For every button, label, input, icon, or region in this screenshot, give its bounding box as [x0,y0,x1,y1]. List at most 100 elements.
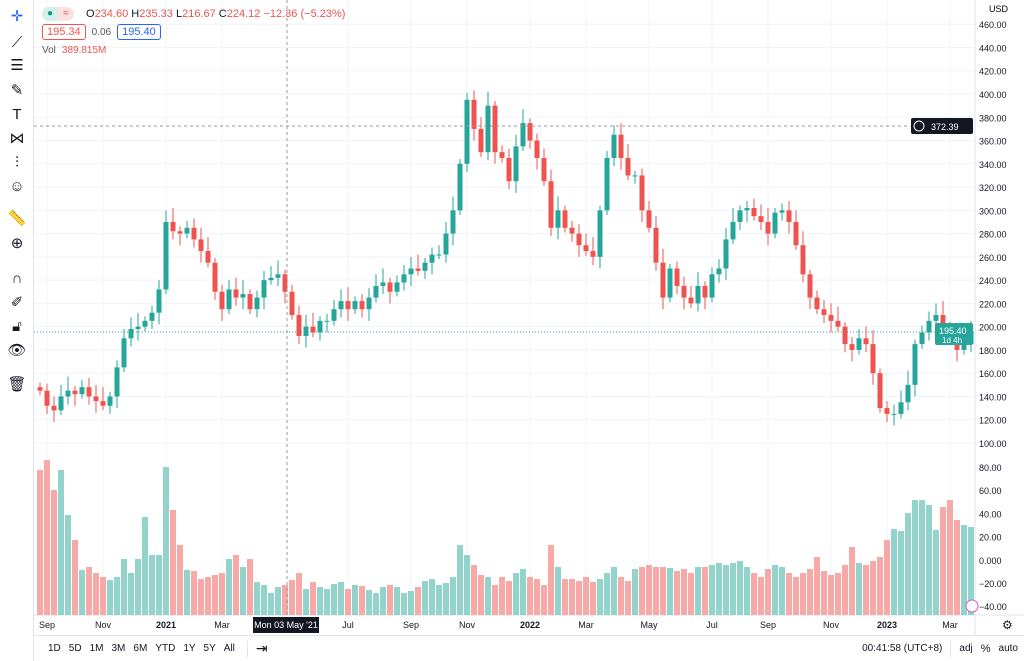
range-1d[interactable]: 1D [48,643,61,654]
volume-bar [758,577,764,615]
volume-bar [674,571,680,615]
price-tick: 440.00 [979,43,1007,53]
ruler-icon[interactable]: 📏 [7,210,27,227]
volume-bar [604,573,610,615]
volume-bar [779,567,785,615]
countdown: 1d 4h [942,336,962,345]
text-icon[interactable]: T [12,106,22,123]
trend-line-icon[interactable]: ⟋ [11,34,23,51]
volume-label: Vol [42,44,56,56]
candle-body [331,309,337,321]
volume-bar [44,460,50,615]
candle-body [387,282,393,292]
volume-bar [450,577,456,615]
volume-bar [828,575,834,615]
status-pill[interactable]: ● ≈ [42,7,74,21]
time-tick: Sep [39,620,55,630]
open-label: O [86,8,95,20]
time-tick: 2022 [520,620,540,630]
add-alert-icon[interactable] [913,120,925,132]
candle-body [611,134,617,158]
candle-body [520,123,526,147]
sell-button[interactable]: 195.34 [42,24,86,40]
range-all[interactable]: All [223,643,235,654]
volume-bar [485,577,491,615]
candle-body [135,326,141,329]
candle-body [772,212,778,234]
buy-button[interactable]: 195.40 [117,24,161,40]
volume-bar [534,579,540,615]
candle-body [499,152,505,158]
range-ytd[interactable]: YTD [155,643,176,654]
time-tick: Mar [578,620,594,630]
volume-bar [807,569,813,615]
range-1y[interactable]: 1Y [183,643,196,654]
range-5y[interactable]: 5Y [203,643,216,654]
price-tick: 380.00 [979,113,1007,123]
emoji-icon[interactable]: ☺ [9,178,25,195]
lock-icon[interactable]: 🔓︎ [12,318,22,335]
volume-bar [191,571,197,615]
candle-body [604,157,610,211]
range-5d[interactable]: 5D [68,643,82,654]
pattern-icon[interactable]: ⋈ [9,130,25,147]
volume-bar [436,585,442,615]
candle-body [632,175,638,177]
time-tick: Nov [823,620,840,630]
magnet-icon[interactable]: ∩ [11,270,23,287]
market-open-icon: ● [42,7,58,21]
zoom-in-icon[interactable]: ⊕ [10,235,24,252]
trash-icon[interactable]: 🗑︎ [7,376,27,393]
fib-icon[interactable]: ☰ [10,57,24,74]
volume-bar [184,570,190,615]
time-tick: Sep [760,620,776,630]
volume-tick: −20.00 [979,579,1007,589]
goto-date-icon[interactable]: ⇥ [255,640,268,656]
eye-icon[interactable]: 👁︎ [7,342,27,359]
volume-value: 389.815M [61,44,107,56]
brush-icon[interactable]: ✎ [10,82,24,99]
candle-body [359,301,365,310]
volume-bar [170,510,176,615]
price-chart[interactable]: 460.00 440.00 420.00 400.00 380.00 360.00 340.… [34,0,1024,635]
volume-bar [744,567,750,615]
volume-bar [289,580,295,615]
percent-toggle[interactable]: % [980,642,991,655]
candle-body [268,277,274,281]
volume-bar [268,593,274,615]
volume-bar [247,559,253,615]
legend: ● ≈ O234.60 H235.33 L216.67 C224.12 −12.3… [42,5,345,59]
candle-body [170,221,176,232]
volume-bar [933,530,939,615]
price-tick: 160.00 [979,369,1007,379]
volume-bar [324,589,330,615]
candle-body [821,309,827,316]
auto-toggle[interactable]: auto [998,643,1018,654]
candle-body [478,128,484,153]
candle-body [758,216,764,222]
candle-body [912,344,918,385]
volume-bar [163,467,169,615]
candle-body [737,210,743,222]
candle-body [730,221,736,240]
candle-body [492,105,498,153]
crosshair-icon[interactable]: ✛ [10,8,24,25]
candle-body [688,297,694,304]
candle-body [408,268,414,275]
range-3m[interactable]: 3M [111,643,126,654]
volume-bar [814,557,820,615]
candle-body [779,210,785,213]
range-1m[interactable]: 1M [89,643,104,654]
volume-bar [317,587,323,615]
volume-bar [226,559,232,615]
volume-bar [499,577,505,615]
lock-drawing-icon[interactable]: ✐ [10,294,24,311]
volume-bar [275,587,281,615]
adj-toggle[interactable]: adj [959,643,973,654]
candle-body [870,344,876,374]
prediction-icon[interactable]: ⫶ [15,154,19,171]
volume-bar [142,517,148,615]
candle-body [212,262,218,292]
range-6m[interactable]: 6M [133,643,148,654]
volume-bar [331,584,337,615]
